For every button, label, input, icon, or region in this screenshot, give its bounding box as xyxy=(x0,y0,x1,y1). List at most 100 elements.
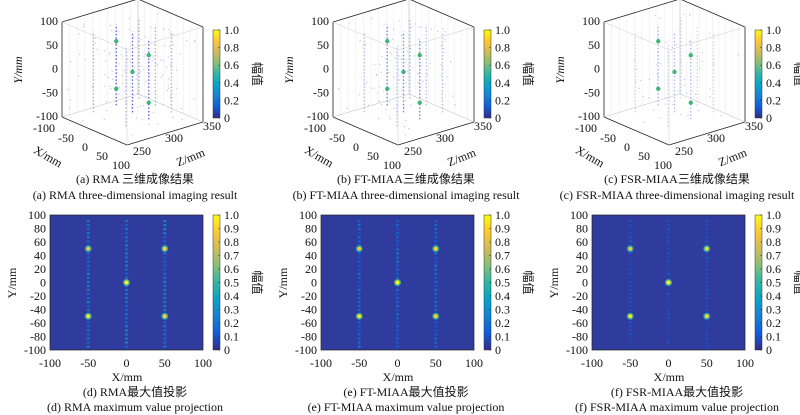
noise-point xyxy=(383,90,385,92)
noise-point xyxy=(123,91,125,93)
colorbar-label: 幅值 xyxy=(250,62,265,86)
cube-edge xyxy=(397,26,475,51)
sidelobe xyxy=(666,321,671,324)
colorbar-label: 幅值 xyxy=(521,62,536,86)
noise-point xyxy=(181,118,183,121)
noise-point xyxy=(452,95,454,97)
noise-point xyxy=(145,53,147,55)
noise-point xyxy=(380,103,383,106)
noise-point xyxy=(379,63,381,65)
colorbar-tick-label: 0.8 xyxy=(766,235,781,249)
sidelobe xyxy=(434,288,438,292)
y-tick-label: -60 xyxy=(572,316,588,330)
y-tick-label: -60 xyxy=(30,316,46,330)
x-tick-label: 50 xyxy=(701,356,713,370)
cube-edge xyxy=(126,26,204,51)
noise-point xyxy=(152,56,154,58)
colorbar-tick-label: 0.4 xyxy=(495,76,510,90)
sidelobe xyxy=(163,223,167,227)
y-tick-label: -80 xyxy=(30,330,46,344)
noise-point xyxy=(405,120,407,122)
noise-point xyxy=(105,101,107,103)
sidelobe xyxy=(434,337,438,340)
noise-point xyxy=(164,44,166,46)
sidelobe xyxy=(163,256,167,259)
colorbar-tick-label: 0.7 xyxy=(495,249,510,263)
sidelobe xyxy=(163,232,167,235)
noise-point xyxy=(94,37,96,39)
cube-edge xyxy=(603,116,670,146)
sidelobe xyxy=(124,321,129,324)
sidelobe xyxy=(434,240,438,243)
noise-point xyxy=(118,87,120,89)
colorbar-tick-label: 0.8 xyxy=(495,235,510,249)
sidelobe xyxy=(666,308,671,312)
noise-point xyxy=(680,114,682,116)
noise-point xyxy=(130,106,133,108)
colorbar-tick-label: 1.0 xyxy=(495,23,510,37)
sidelobe xyxy=(124,240,129,243)
caption-en: (e) FT-MIAA maximum value projection xyxy=(308,400,505,414)
noise-point xyxy=(442,68,444,70)
noise-point xyxy=(664,103,666,105)
y-tick-label: 20 xyxy=(305,262,317,276)
z-axis-label: Z/mm xyxy=(716,145,749,169)
cube-edge xyxy=(332,21,399,51)
cube-edge xyxy=(410,0,475,28)
sidelobe xyxy=(395,244,400,247)
sidelobe xyxy=(628,325,632,328)
sidelobe xyxy=(395,268,400,271)
colorbar-tick-label: 0.5 xyxy=(224,276,239,290)
x-tick-label: 0 xyxy=(666,356,672,370)
y-tick-label: 0 xyxy=(323,62,329,76)
noise-point xyxy=(143,56,145,58)
y-tick-label: 0 xyxy=(311,276,317,290)
y-axis-label: Y/mm xyxy=(11,56,25,84)
y-tick-label: 50 xyxy=(46,38,58,52)
noise-point xyxy=(638,87,640,89)
target-point xyxy=(385,39,390,44)
colorbar-tick-label: 0.2 xyxy=(224,93,239,107)
noise-point xyxy=(413,55,416,57)
y-tick-label: -50 xyxy=(42,85,58,99)
sidelobe xyxy=(666,240,671,243)
sidelobe xyxy=(434,236,438,239)
sidelobe xyxy=(666,313,671,316)
noise-point xyxy=(406,70,408,72)
noise-point xyxy=(655,63,657,65)
sidelobe xyxy=(434,296,438,300)
noise-point xyxy=(659,62,661,64)
x-tick-label: 100 xyxy=(465,356,483,370)
sidelobe xyxy=(357,227,361,231)
sidelobe xyxy=(86,272,90,275)
caption-cn: (a) RMA 三维成像结果 xyxy=(76,172,194,186)
noise-point xyxy=(156,64,159,66)
noise-point xyxy=(70,60,72,63)
sidelobe xyxy=(163,304,167,308)
axes-frame xyxy=(320,214,475,351)
noise-point xyxy=(104,50,106,52)
caption-en: (b) FT-MIAA three-dimensional imaging re… xyxy=(293,188,521,202)
y-tick-label: 60 xyxy=(34,235,46,249)
noise-point xyxy=(737,54,740,56)
target-point xyxy=(656,86,661,91)
sidelobe xyxy=(86,236,90,239)
cube-edge xyxy=(681,0,746,28)
colorbar-tick-label: 0.6 xyxy=(224,58,239,72)
noise-point xyxy=(430,28,433,30)
sidelobe xyxy=(163,260,167,263)
target-point xyxy=(146,53,151,58)
caption-en: (f) FSR-MIAA maximum value projection xyxy=(575,400,779,414)
noise-point xyxy=(145,80,147,82)
colorbar-tick-label: 0.5 xyxy=(766,276,781,290)
y-tick-label: 100 xyxy=(299,208,317,222)
colorbar-tick-label: 0.8 xyxy=(224,41,239,55)
sidelobe xyxy=(357,276,361,279)
colorbar-tick-label: 0.2 xyxy=(766,93,781,107)
sidelobe xyxy=(163,276,167,279)
noise-point xyxy=(348,22,350,24)
colorbar xyxy=(754,29,763,119)
y-axis-label: Y/mm xyxy=(553,56,567,84)
